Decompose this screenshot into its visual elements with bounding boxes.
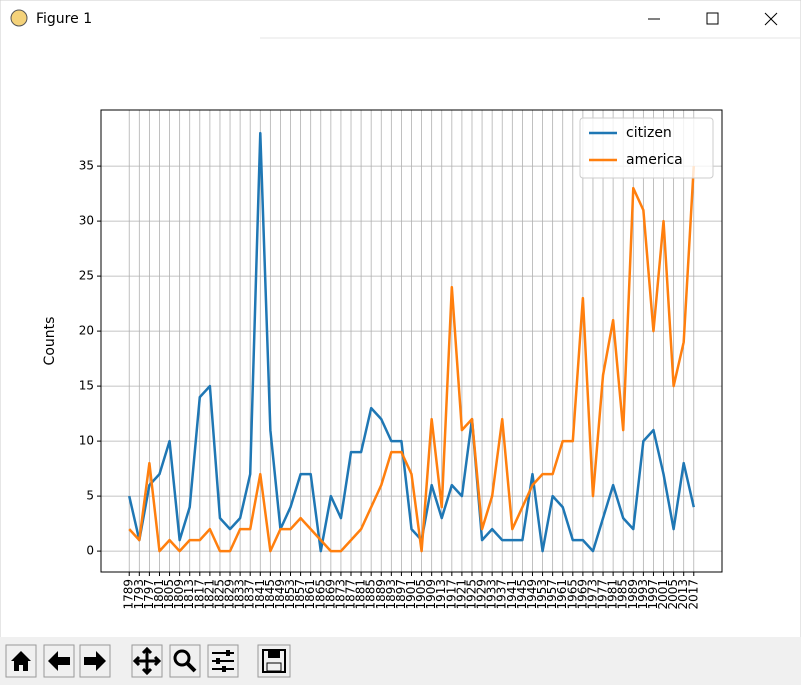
x-tick-label: 1809	[172, 579, 186, 610]
x-tick-label: 1813	[182, 579, 196, 610]
x-tick-label: 1853	[283, 579, 297, 610]
x-tick-label: 1833	[233, 579, 247, 610]
x-tick-label: 1801	[152, 579, 166, 610]
data-line	[128, 166, 696, 553]
x-tick-label: 1877	[344, 579, 358, 610]
x-tick-label: 1861	[303, 579, 317, 610]
x-tick-label: 1793	[132, 579, 146, 610]
x-tick-label: 1981	[606, 579, 620, 610]
legend: citizen america	[579, 117, 714, 179]
pan-button[interactable]	[131, 644, 163, 678]
y-tick-label: 30	[79, 214, 94, 228]
x-tick-label: 1953	[535, 579, 549, 610]
x-tick-label: 1913	[434, 579, 448, 610]
x-tick-label: 2017	[686, 579, 700, 610]
x-tick-label: 1993	[636, 579, 650, 610]
x-tick-label: 1965	[565, 579, 579, 610]
configure-button[interactable]	[207, 644, 239, 678]
x-tick-label: 1873	[333, 579, 347, 610]
y-tick-label: 25	[79, 269, 94, 283]
x-tick-label: 1789	[122, 579, 136, 610]
x-tick-label: 1889	[374, 579, 388, 610]
x-tick-label: 1845	[263, 579, 277, 610]
x-tick-label: 1849	[273, 579, 287, 610]
toolbar-bg	[0, 637, 801, 685]
x-tick-label: 1929	[475, 579, 489, 610]
x-tick-label: 1881	[354, 579, 368, 610]
x-tick-label: 1885	[364, 579, 378, 610]
x-tick-label: 1921	[454, 579, 468, 610]
data-line	[128, 131, 695, 553]
plot: 1789179317971801180518091813181718211825…	[42, 109, 723, 610]
x-tick-label: 1941	[505, 579, 519, 610]
x-tick-label: 1949	[525, 579, 539, 610]
y-tick-label: 15	[79, 379, 94, 393]
back-button[interactable]	[43, 644, 75, 678]
y-tick-label: 10	[79, 434, 94, 448]
x-tick-label: 1901	[404, 579, 418, 610]
zoom-button[interactable]	[169, 644, 201, 678]
legend-label: citizen	[626, 125, 672, 141]
x-tick-label: 1961	[555, 579, 569, 610]
x-tick-label: 1957	[545, 579, 559, 610]
toolbar	[0, 637, 801, 685]
x-tick-label: 1945	[515, 579, 529, 610]
y-tick-label: 20	[79, 324, 94, 338]
x-tick-label: 1817	[192, 579, 206, 610]
x-tick-label: 2005	[666, 579, 680, 610]
x-tick-label: 1821	[202, 579, 216, 610]
x-tick-label: 1977	[596, 579, 610, 610]
x-tick-label: 1985	[616, 579, 630, 610]
x-tick-label: 1909	[424, 579, 438, 610]
x-tick-label: 1797	[142, 579, 156, 610]
forward-button[interactable]	[79, 644, 111, 678]
y-tick-label: 5	[86, 489, 94, 503]
y-tick-label: 0	[86, 544, 94, 558]
x-tick-label: 1893	[384, 579, 398, 610]
x-tick-label: 1825	[212, 579, 226, 610]
x-tick-label: 1865	[313, 579, 327, 610]
legend-label: america	[626, 152, 683, 168]
maximize-button[interactable]	[706, 12, 719, 25]
x-tick-label: 1869	[323, 579, 337, 610]
x-tick-label: 1841	[253, 579, 267, 610]
x-tick-label: 1973	[585, 579, 599, 610]
window-title: Figure 1	[36, 11, 92, 27]
home-button[interactable]	[5, 644, 37, 678]
x-tick-label: 1997	[646, 579, 660, 610]
y-tick-label: 35	[79, 159, 94, 173]
app-icon	[10, 9, 28, 27]
x-tick-label: 1969	[575, 579, 589, 610]
y-axis-label: Counts	[42, 317, 58, 366]
save-button[interactable]	[257, 644, 291, 678]
x-tick-label: 1937	[495, 579, 509, 610]
x-tick-label: 1805	[162, 579, 176, 610]
x-tick-label: 1933	[485, 579, 499, 610]
x-tick-label: 1917	[444, 579, 458, 610]
plot-frame	[100, 109, 723, 573]
close-button[interactable]	[764, 12, 778, 26]
x-tick-label: 2001	[656, 579, 670, 610]
x-tick-label: 1837	[243, 579, 257, 610]
x-tick-label: 1829	[223, 579, 237, 610]
x-tick-label: 1989	[626, 579, 640, 610]
x-tick-label: 2013	[676, 579, 690, 610]
x-tick-label: 1897	[394, 579, 408, 610]
x-tick-label: 1857	[293, 579, 307, 610]
x-tick-label: 1905	[414, 579, 428, 610]
x-tick-label: 1925	[464, 579, 478, 610]
